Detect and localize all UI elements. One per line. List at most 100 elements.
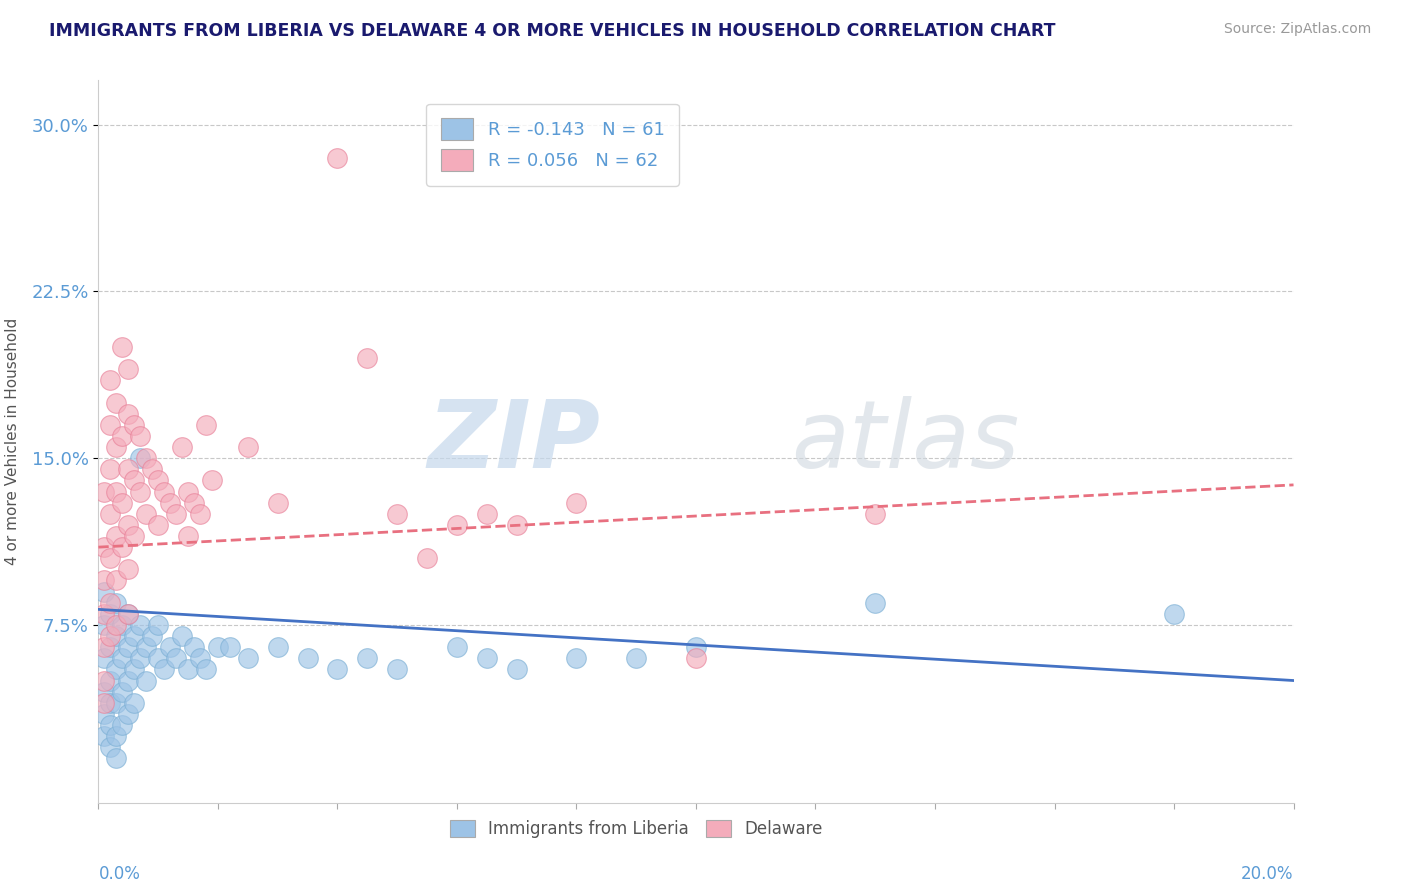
- Point: [356, 651, 378, 665]
- Point: [219, 640, 242, 655]
- Point: [98, 640, 122, 655]
- Point: [195, 417, 218, 432]
- Point: [172, 440, 194, 454]
- Point: [98, 607, 122, 621]
- Point: [172, 629, 194, 643]
- Point: [416, 551, 439, 566]
- Text: 0.0%: 0.0%: [98, 865, 141, 883]
- Text: ZIP: ZIP: [427, 395, 600, 488]
- Point: [93, 651, 115, 665]
- Point: [98, 551, 122, 566]
- Point: [685, 651, 707, 665]
- Point: [117, 673, 139, 688]
- Point: [98, 417, 122, 432]
- Point: [183, 496, 205, 510]
- Point: [183, 640, 205, 655]
- Point: [236, 440, 259, 454]
- Point: [111, 340, 134, 354]
- Point: [148, 517, 170, 532]
- Text: atlas: atlas: [792, 396, 1019, 487]
- Point: [129, 451, 152, 466]
- Point: [297, 651, 319, 665]
- Point: [177, 662, 200, 676]
- Point: [135, 640, 157, 655]
- Point: [117, 607, 139, 621]
- Point: [93, 673, 115, 688]
- Point: [267, 640, 290, 655]
- Point: [188, 651, 211, 665]
- Point: [105, 618, 128, 632]
- Legend: Immigrants from Liberia, Delaware: Immigrants from Liberia, Delaware: [443, 814, 830, 845]
- Point: [117, 462, 139, 476]
- Point: [148, 618, 170, 632]
- Point: [129, 429, 152, 443]
- Point: [98, 696, 122, 710]
- Point: [98, 673, 122, 688]
- Point: [117, 517, 139, 532]
- Point: [98, 596, 122, 610]
- Point: [165, 507, 187, 521]
- Point: [93, 696, 115, 710]
- Point: [159, 496, 181, 510]
- Text: Source: ZipAtlas.com: Source: ZipAtlas.com: [1223, 22, 1371, 37]
- Point: [124, 417, 146, 432]
- Point: [93, 484, 115, 499]
- Point: [111, 429, 134, 443]
- Point: [506, 517, 529, 532]
- Point: [124, 474, 146, 488]
- Point: [148, 474, 170, 488]
- Point: [93, 607, 115, 621]
- Point: [111, 618, 134, 632]
- Point: [98, 740, 122, 755]
- Point: [685, 640, 707, 655]
- Point: [865, 596, 887, 610]
- Point: [105, 696, 128, 710]
- Point: [117, 362, 139, 376]
- Point: [159, 640, 181, 655]
- Point: [124, 696, 146, 710]
- Point: [117, 640, 139, 655]
- Point: [98, 507, 122, 521]
- Point: [105, 574, 128, 588]
- Point: [93, 640, 115, 655]
- Point: [565, 496, 588, 510]
- Point: [93, 729, 115, 743]
- Point: [117, 706, 139, 721]
- Point: [475, 651, 498, 665]
- Point: [93, 706, 115, 721]
- Point: [124, 662, 146, 676]
- Point: [135, 673, 157, 688]
- Point: [124, 629, 146, 643]
- Point: [111, 718, 134, 732]
- Point: [98, 373, 122, 387]
- Point: [93, 618, 115, 632]
- Point: [475, 507, 498, 521]
- Point: [195, 662, 218, 676]
- Point: [135, 507, 157, 521]
- Point: [446, 517, 468, 532]
- Point: [153, 484, 176, 499]
- Point: [201, 474, 224, 488]
- Point: [236, 651, 259, 665]
- Point: [98, 629, 122, 643]
- Point: [129, 651, 152, 665]
- Point: [356, 351, 378, 366]
- Point: [207, 640, 229, 655]
- Point: [111, 540, 134, 554]
- Point: [98, 718, 122, 732]
- Point: [105, 529, 128, 543]
- Point: [117, 607, 139, 621]
- Point: [117, 407, 139, 421]
- Point: [177, 529, 200, 543]
- Point: [565, 651, 588, 665]
- Point: [93, 584, 115, 599]
- Point: [105, 395, 128, 409]
- Point: [105, 751, 128, 765]
- Point: [1163, 607, 1185, 621]
- Point: [626, 651, 648, 665]
- Point: [135, 451, 157, 466]
- Point: [177, 484, 200, 499]
- Point: [105, 629, 128, 643]
- Point: [93, 684, 115, 698]
- Point: [111, 496, 134, 510]
